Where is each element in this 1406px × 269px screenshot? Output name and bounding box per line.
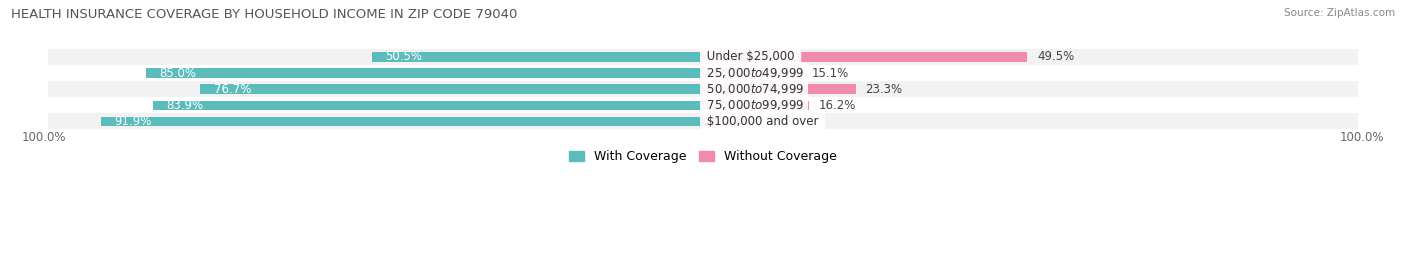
Bar [703, 101, 808, 110]
Text: $50,000 to $74,999: $50,000 to $74,999 [703, 82, 806, 96]
Bar [146, 68, 703, 78]
Text: 50.5%: 50.5% [385, 51, 422, 63]
Text: 85.0%: 85.0% [159, 66, 197, 80]
Text: $25,000 to $49,999: $25,000 to $49,999 [703, 66, 806, 80]
Bar [101, 117, 703, 126]
Text: 83.9%: 83.9% [166, 99, 204, 112]
Text: Under $25,000: Under $25,000 [703, 51, 799, 63]
Bar [703, 117, 756, 126]
Bar [201, 84, 703, 94]
Bar [703, 84, 856, 94]
Text: 23.3%: 23.3% [866, 83, 903, 96]
Bar [48, 81, 1358, 97]
Bar [48, 97, 1358, 113]
Bar [48, 113, 1358, 129]
Bar [48, 49, 1358, 65]
Text: $100,000 and over: $100,000 and over [703, 115, 823, 128]
Bar [373, 52, 703, 62]
Text: Source: ZipAtlas.com: Source: ZipAtlas.com [1284, 8, 1395, 18]
Text: 8.1%: 8.1% [766, 115, 796, 128]
Text: HEALTH INSURANCE COVERAGE BY HOUSEHOLD INCOME IN ZIP CODE 79040: HEALTH INSURANCE COVERAGE BY HOUSEHOLD I… [11, 8, 517, 21]
Bar [703, 52, 1028, 62]
Text: 91.9%: 91.9% [114, 115, 152, 128]
Text: 49.5%: 49.5% [1038, 51, 1074, 63]
Bar [48, 65, 1358, 81]
Text: 100.0%: 100.0% [21, 131, 66, 144]
Text: 76.7%: 76.7% [214, 83, 250, 96]
Legend: With Coverage, Without Coverage: With Coverage, Without Coverage [564, 145, 842, 168]
Text: 100.0%: 100.0% [1340, 131, 1385, 144]
Text: 15.1%: 15.1% [811, 66, 849, 80]
Text: $75,000 to $99,999: $75,000 to $99,999 [703, 98, 806, 112]
Text: 16.2%: 16.2% [818, 99, 856, 112]
Bar [703, 68, 801, 78]
Bar [153, 101, 703, 110]
